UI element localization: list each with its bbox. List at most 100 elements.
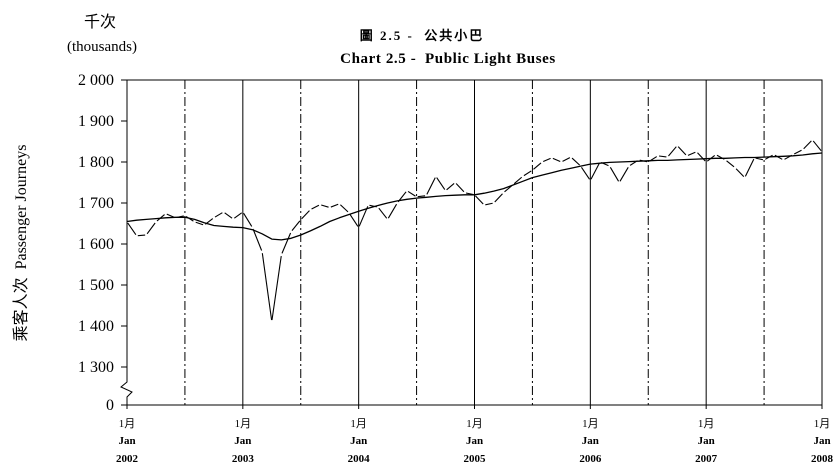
monthly-series-segment (812, 140, 822, 152)
monthly-series-segment (446, 182, 455, 191)
monthly-series-segment (387, 203, 398, 219)
monthly-series-segment (562, 157, 571, 162)
x-tick-month-zh: 1月 (582, 418, 599, 430)
y-tick-label: 1 400 (78, 318, 114, 335)
x-tick-month: Jan (350, 435, 367, 447)
monthly-series-segment (330, 203, 339, 208)
monthly-series-segment (494, 193, 503, 203)
monthly-series-segment (590, 162, 600, 180)
plot-frame (120, 79, 823, 406)
monthly-series-segment (436, 177, 446, 190)
monthly-series-segment (455, 183, 465, 193)
x-axis-ticks: 1月 Jan 2002 1月 Jan 2003 1月 Jan 2004 1月 Jan 2005 1月 Ja… (116, 405, 834, 465)
x-tick-year: 2003 (232, 453, 255, 465)
monthly-series-segment (349, 213, 359, 227)
monthly-series-segment (726, 160, 735, 168)
monthly-series-segment (571, 157, 581, 166)
y-tick-label: 1 800 (78, 154, 114, 171)
monthly-series-segment (793, 149, 802, 155)
y-tick-label: 2 000 (78, 72, 114, 89)
x-tick-year: 2004 (348, 453, 371, 465)
monthly-series-segment (668, 146, 677, 157)
monthly-series-segment (214, 212, 223, 218)
x-tick-month: Jan (118, 435, 135, 447)
monthly-series-segment (658, 155, 667, 158)
y-tick-label: 1 300 (78, 359, 114, 376)
x-tick-month: Jan (234, 435, 251, 447)
chart-title: Chart 2.5 - Public Light Buses (340, 51, 556, 67)
monthly-series-segment (271, 255, 282, 321)
monthly-series-segment (735, 168, 745, 177)
x-tick-month: Jan (466, 435, 483, 447)
monthly-series-segment (195, 221, 204, 226)
monthly-series-segment (166, 213, 175, 218)
unit-label-zh: 千次 (84, 13, 116, 31)
x-tick-year: 2006 (579, 453, 602, 465)
monthly-series-segment (687, 151, 696, 156)
monthly-series-segment (127, 222, 137, 235)
y-tick-label: 1 700 (78, 195, 114, 212)
monthly-series-segment (533, 162, 542, 170)
monthly-series-segment (609, 167, 620, 182)
monthly-series-segment (697, 152, 706, 162)
monthly-series-segment (243, 212, 253, 227)
monthly-series-segment (755, 157, 764, 161)
monthly-series-segment (378, 207, 388, 219)
monthly-series-segment (513, 176, 523, 185)
x-tick-month: Jan (698, 435, 715, 447)
gridlines (184, 80, 765, 405)
monthly-series-segment (619, 167, 629, 182)
monthly-series-segment (224, 212, 233, 219)
monthly-series-segment (552, 157, 561, 163)
monthly-series-segment (803, 140, 812, 150)
x-tick-month: Jan (582, 435, 599, 447)
monthly-series-segment (485, 202, 493, 206)
monthly-series-segment (744, 158, 755, 177)
monthly-series-segment (581, 166, 591, 180)
x-tick-year: 2008 (811, 453, 834, 465)
monthly-series-segment (475, 195, 484, 205)
monthly-series-segment (291, 220, 301, 231)
monthly-series-segment (774, 154, 783, 160)
monthly-series-segment (340, 204, 349, 213)
y-tick-label: 0 (106, 397, 114, 414)
monthly-series-segment (523, 170, 532, 177)
monthly-series-segment (417, 195, 426, 198)
monthly-series-segment (301, 210, 310, 220)
y-tick-label: 1 900 (78, 113, 114, 130)
monthly-series-segment (358, 206, 369, 227)
monthly-series-segment (407, 190, 416, 197)
monthly-series-segment (677, 146, 687, 156)
series-lines (126, 140, 823, 321)
monthly-series-segment (311, 204, 320, 210)
x-tick-year: 2002 (116, 453, 139, 465)
monthly-series-segment (252, 228, 263, 251)
x-tick-month-zh: 1月 (698, 418, 715, 430)
y-tick-label: 1 600 (78, 236, 114, 253)
monthly-series-segment (426, 177, 436, 195)
monthly-series-segment (281, 232, 292, 254)
monthly-series-segment (233, 212, 243, 219)
x-tick-month-zh: 1月 (466, 418, 483, 430)
y-axis-line-with-break (120, 80, 133, 405)
chart-title-zh: 圖 2.5 - 公共小巴 (360, 28, 485, 43)
x-tick-month-zh: 1月 (350, 418, 367, 430)
x-tick-year: 2007 (695, 453, 718, 465)
y-tick-label: 1 500 (78, 277, 114, 294)
unit-label: (thousands) (67, 39, 137, 55)
monthly-series-segment (321, 204, 329, 208)
monthly-series-segment (137, 234, 146, 237)
trend-series-line (126, 152, 823, 241)
x-tick-month-zh: 1月 (814, 418, 831, 430)
y-axis-ticks: 2 000 1 900 1 800 1 700 1 600 1 500 1 400 1 300… (78, 72, 127, 414)
x-tick-month: Jan (813, 435, 830, 447)
monthly-series-segment (543, 157, 551, 163)
monthly-series-segment (146, 222, 156, 235)
y-axis-label: 乘客人次 Passenger Journeys (12, 145, 30, 342)
x-tick-year: 2005 (464, 453, 487, 465)
x-tick-month-zh: 1月 (119, 418, 136, 430)
x-tick-month-zh: 1月 (235, 418, 252, 430)
monthly-series-segment (261, 253, 273, 321)
